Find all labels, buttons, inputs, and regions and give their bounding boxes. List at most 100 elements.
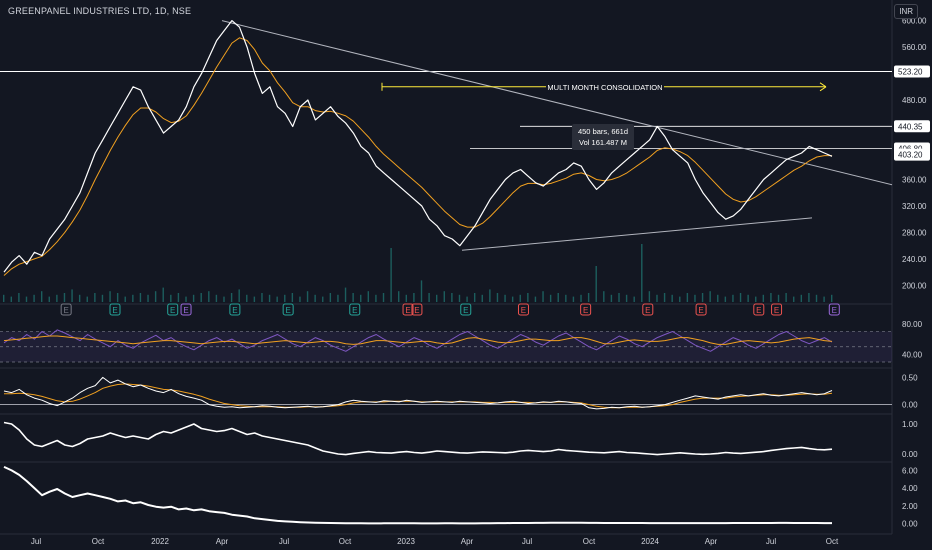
earnings-event-label: E — [521, 306, 526, 315]
volume-bar — [451, 293, 453, 302]
volume-bar — [223, 296, 225, 302]
y-tick-label: 200.00 — [902, 281, 927, 290]
y-tick-label: 6.00 — [902, 466, 918, 475]
price-tag-bg — [894, 65, 930, 78]
volume-bar — [458, 294, 461, 302]
volume-bar — [777, 294, 780, 302]
volume-bar — [656, 294, 658, 302]
x-tick-label: Jul — [31, 537, 41, 546]
earnings-event-marker[interactable]: E — [517, 303, 529, 316]
volume-bar — [215, 294, 218, 302]
volume-bar — [170, 294, 172, 302]
volume-bar — [663, 293, 666, 302]
x-tick-label: Jul — [766, 537, 776, 546]
earnings-event-marker[interactable]: E — [349, 303, 361, 316]
volume-bar — [200, 293, 202, 302]
volume-bar — [40, 291, 43, 302]
earnings-event-marker[interactable]: E — [642, 303, 654, 316]
volume-bar — [261, 293, 263, 302]
y-tick-label: 560.00 — [902, 43, 927, 52]
volume-bar — [139, 293, 142, 302]
earnings-event-marker[interactable]: E — [771, 303, 783, 316]
volume-bar — [542, 291, 544, 302]
earnings-event-label: E — [645, 306, 650, 315]
earnings-event-marker[interactable]: E — [411, 303, 423, 316]
vol-info-text: Vol 161.487 M — [579, 138, 627, 147]
earnings-event-marker[interactable]: E — [753, 303, 765, 316]
earnings-event-box — [753, 303, 765, 316]
volume-bar — [177, 293, 180, 302]
volume-bar — [360, 294, 362, 302]
volume-bar — [770, 293, 772, 302]
volume-bar — [694, 294, 696, 302]
earnings-event-marker[interactable]: E — [402, 303, 414, 316]
earnings-event-marker[interactable]: E — [580, 303, 592, 316]
earnings-event-box — [411, 303, 423, 316]
volume-bar — [641, 244, 643, 302]
currency-button[interactable]: INR — [894, 4, 918, 19]
earnings-event-marker[interactable]: E — [828, 303, 840, 316]
earnings-event-marker[interactable]: E — [460, 303, 472, 316]
y-tick-label: 40.00 — [902, 350, 923, 359]
volume-bar — [648, 291, 651, 302]
volume-bar — [489, 289, 491, 302]
volume-bar — [580, 294, 582, 302]
volume-bar — [367, 291, 370, 302]
earnings-event-marker[interactable]: E — [167, 303, 179, 316]
earnings-event-box — [828, 303, 840, 316]
volume-bar — [162, 287, 164, 302]
volume-bar — [56, 294, 58, 302]
y-tick-label: 80.00 — [902, 320, 923, 329]
price-tag-label: 523.20 — [898, 67, 923, 76]
x-tick-label: Jul — [279, 537, 289, 546]
volume-bar — [572, 296, 575, 302]
earnings-event-marker[interactable]: E — [282, 303, 294, 316]
volume-bar — [33, 294, 35, 302]
x-tick-label: Oct — [826, 537, 839, 546]
volume-bar — [755, 296, 757, 302]
volume-bar — [527, 293, 529, 302]
volume-bar — [398, 291, 400, 302]
earnings-event-box — [229, 303, 241, 316]
earnings-event-box — [517, 303, 529, 316]
y-tick-label: 0.00 — [902, 520, 918, 529]
earnings-event-marker[interactable]: E — [60, 303, 72, 316]
earnings-event-box — [60, 303, 72, 316]
earnings-event-label: E — [774, 306, 779, 315]
y-tick-label: 360.00 — [902, 175, 927, 184]
consolidation-label-bg — [546, 80, 664, 93]
volume-bar — [633, 296, 635, 302]
volume-bar — [724, 296, 727, 302]
earnings-event-marker[interactable]: E — [695, 303, 707, 316]
earnings-event-marker[interactable]: E — [180, 303, 192, 316]
volume-bar — [549, 294, 552, 302]
volume-bar — [10, 296, 12, 302]
volume-bar — [246, 294, 248, 302]
y-tick-label: 320.00 — [902, 202, 927, 211]
volume-bar — [192, 294, 195, 302]
earnings-event-label: E — [405, 306, 410, 315]
earnings-event-label: E — [832, 306, 837, 315]
earnings-event-box — [402, 303, 414, 316]
volume-bar — [739, 293, 742, 302]
earnings-event-marker[interactable]: E — [109, 303, 121, 316]
volume-bar — [109, 291, 111, 302]
earnings-event-marker[interactable]: E — [229, 303, 241, 316]
x-tick-label: Oct — [339, 537, 352, 546]
volume-bar — [420, 280, 423, 302]
volume-bar — [823, 296, 825, 302]
earnings-event-box — [282, 303, 294, 316]
volume-bar — [147, 294, 149, 302]
volume-bar — [496, 293, 499, 302]
earnings-event-label: E — [232, 306, 237, 315]
y-tick-label: 0.00 — [902, 401, 918, 410]
volume-bar — [466, 296, 468, 302]
price-tag-bg — [894, 120, 930, 133]
earnings-event-label: E — [583, 306, 588, 315]
price-tag-bg — [894, 148, 930, 161]
volume-bar — [314, 294, 316, 302]
earnings-event-box — [460, 303, 472, 316]
volume-bar — [534, 296, 537, 302]
volume-bar — [443, 291, 445, 302]
